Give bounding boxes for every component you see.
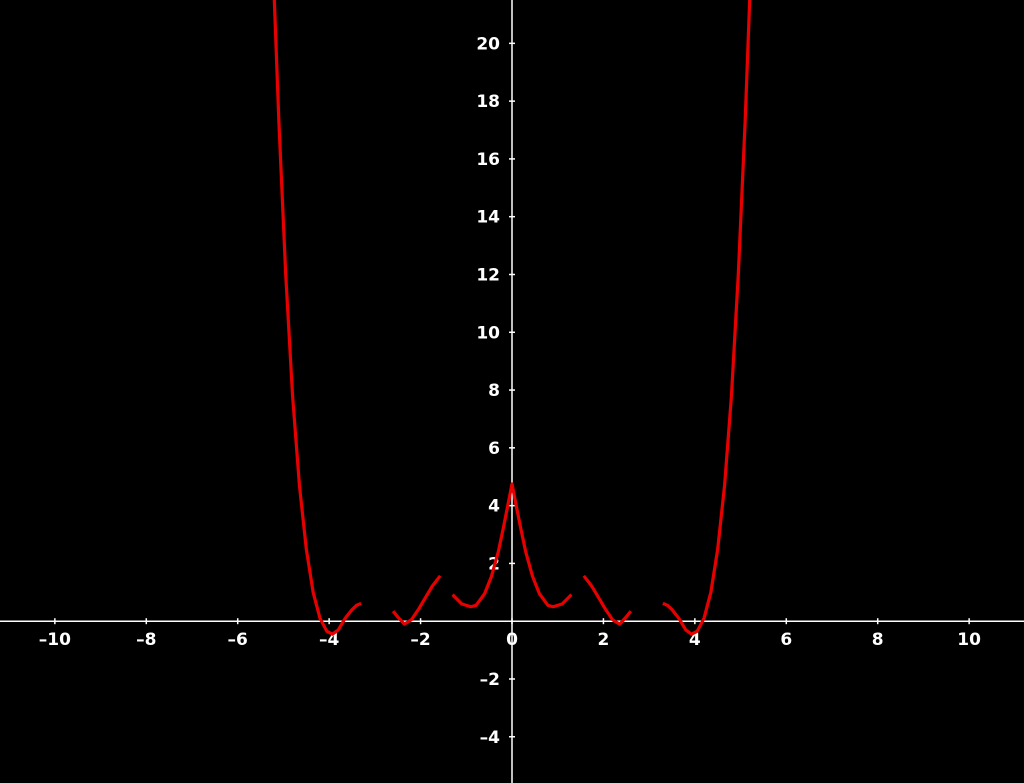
- x-tick-label: –10: [39, 630, 71, 650]
- x-tick-label: 0: [506, 630, 518, 650]
- x-tick-label: 8: [872, 630, 884, 650]
- x-tick-label: –6: [228, 630, 248, 650]
- y-tick-label: 18: [476, 92, 500, 112]
- y-tick-label: 12: [476, 265, 500, 285]
- x-tick-label: –2: [410, 630, 430, 650]
- y-tick-label: 6: [488, 439, 500, 459]
- y-tick-label: –4: [480, 728, 501, 748]
- y-tick-label: –2: [480, 670, 500, 690]
- x-tick-label: 10: [957, 630, 981, 650]
- y-tick-label: 8: [488, 381, 500, 401]
- y-tick-label: 20: [476, 34, 500, 54]
- function-plot: –10–8–6–4–20246810–4–22468101214161820: [0, 0, 1024, 783]
- y-tick-label: 4: [488, 497, 500, 517]
- x-tick-label: 2: [598, 630, 610, 650]
- x-tick-label: 6: [780, 630, 792, 650]
- x-tick-label: –8: [136, 630, 156, 650]
- y-tick-label: 14: [476, 208, 500, 228]
- y-tick-label: 10: [476, 323, 500, 343]
- y-tick-label: 16: [476, 150, 500, 170]
